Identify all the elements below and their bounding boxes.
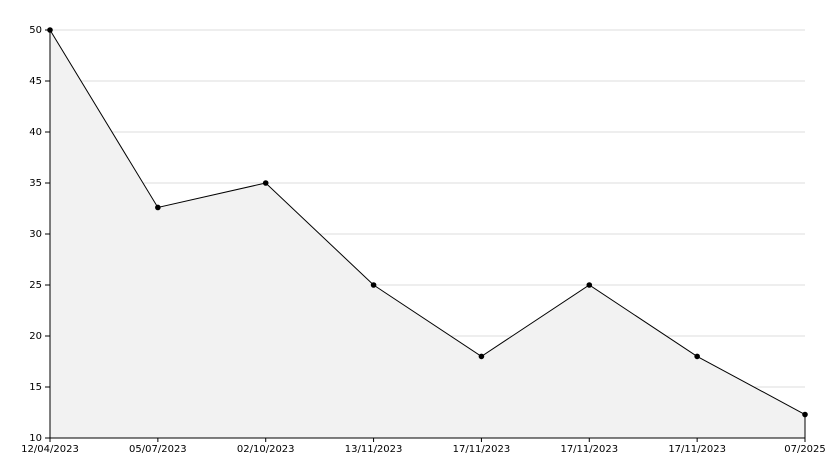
y-tick-label: 10 [29,433,42,444]
point [586,282,593,288]
y-tick-label: 50 [29,25,42,36]
x-tick-label: 05/07/2023 [129,444,187,455]
point [694,353,700,360]
point [155,204,161,211]
y-tick-label: 40 [29,127,42,138]
line [49,29,806,415]
y-tick-label: 30 [29,229,42,240]
y-tick-label: 45 [29,76,42,87]
point [478,353,485,360]
point [802,411,808,418]
x-tick-label: 07/2025 [784,444,826,455]
point [262,180,269,186]
x-tick-label: 17/11/2023 [668,444,726,455]
x-tick-label: 13/11/2023 [345,444,403,455]
y-tick-label: 20 [29,331,42,342]
x-tick-label: 17/11/2023 [560,444,618,455]
y-tick-label: 15 [29,382,42,393]
area-fill [50,30,805,438]
x-tick-label: 12/04/2023 [21,444,79,455]
x-tick-label: 02/10/2023 [237,444,295,455]
y-tick-label: 25 [29,280,42,291]
y-tick-label: 35 [29,178,42,189]
point [370,282,377,288]
x-tick-label: 17/11/2023 [453,444,511,455]
